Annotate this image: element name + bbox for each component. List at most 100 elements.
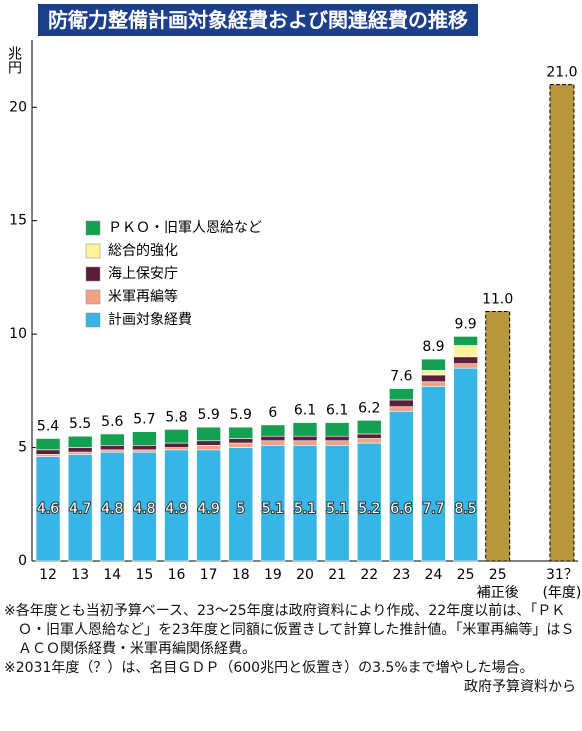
bar-segment <box>356 420 382 435</box>
bar-segment <box>260 435 286 442</box>
bar-segment <box>356 433 382 439</box>
bar-segment <box>421 386 446 562</box>
y-tick-label: 15 <box>9 213 27 229</box>
value-label: 4.6 <box>37 501 59 517</box>
legend-swatch <box>85 243 101 259</box>
x-axis-label: (年度) <box>542 585 581 600</box>
legend-label: 米軍再編等 <box>108 288 178 305</box>
bar-segment <box>99 433 125 446</box>
value-label: 5.2 <box>358 501 380 517</box>
bar-segment <box>389 410 414 562</box>
x-tick-label: 15 <box>135 567 153 583</box>
bar-segment <box>35 438 61 451</box>
bar-segment <box>356 438 382 444</box>
value-label: 5.1 <box>262 501 284 517</box>
total-label: 6.1 <box>294 403 316 419</box>
bar-segment <box>260 424 286 437</box>
note: ※各年度とも当初予算ベース、23～25年度は政府資料により作成、22年度以前は、… <box>4 603 575 657</box>
bar-segment <box>453 363 478 369</box>
source: 政府予算資料から <box>464 679 576 695</box>
bar-segment <box>67 447 93 453</box>
value-label: 8.5 <box>454 501 476 517</box>
x-tick-label: 31？ <box>546 567 578 583</box>
bar-segment <box>196 444 221 451</box>
value-label: 11.0 <box>482 291 513 307</box>
x-tick-label: 12 <box>39 567 57 583</box>
total-label: 5.9 <box>230 407 252 423</box>
legend-label: 海上保安庁 <box>108 266 178 282</box>
bar-segment <box>196 440 221 446</box>
total-label: 5.5 <box>69 416 91 432</box>
bar-segment <box>228 442 254 448</box>
note: ※2031年度（？）は、名目ＧＤＰ（600兆円と仮置き）の3.5%まで増やした場… <box>4 660 534 676</box>
value-label: 6.6 <box>390 501 412 517</box>
legend-label: 総合的強化 <box>108 243 178 259</box>
total-label: 5.8 <box>165 409 187 425</box>
legend-swatch <box>85 266 101 282</box>
total-label: 8.9 <box>422 339 444 355</box>
value-label: 5.1 <box>326 501 348 517</box>
bar-segment <box>453 336 478 346</box>
total-label: 6.2 <box>358 400 380 416</box>
notes: ※各年度とも当初予算ベース、23～25年度は政府資料により作成、22年度以前は、… <box>4 602 576 697</box>
value-label: 4.9 <box>165 501 187 517</box>
bar-segment <box>164 429 189 444</box>
bar-segment <box>67 451 93 455</box>
bar-segment <box>389 406 414 412</box>
bar-segment <box>67 454 93 562</box>
total-label: 5.4 <box>37 418 59 434</box>
legend-label: ＰＫＯ・旧軍人恩給など <box>108 220 262 236</box>
bar-segment <box>196 426 221 442</box>
bar-segment <box>389 388 414 401</box>
bar-segment <box>164 447 189 451</box>
chart: 0 5 10 15 20 兆円 12 4.6 5.4 13 4.7 5.5 14 4.8 5.6 15 4.8 5… <box>6 40 581 600</box>
bar-segment <box>99 444 125 451</box>
legend-swatch <box>85 289 101 305</box>
bar-segment <box>549 84 575 562</box>
bar-segment <box>164 449 189 562</box>
bar-segment <box>132 449 157 453</box>
value-label: 21.0 <box>546 65 577 81</box>
value-label: 7.7 <box>422 501 444 517</box>
y-tick-label: 5 <box>18 440 27 456</box>
bar-segment <box>260 444 286 562</box>
bar-segment <box>260 440 286 446</box>
bar-segment <box>35 456 61 562</box>
bar-segment <box>132 431 157 446</box>
total-label: 5.6 <box>101 414 123 430</box>
bar-segment <box>421 381 446 387</box>
value-label: 4.8 <box>101 501 123 517</box>
x-sublabel: 補正後 <box>477 585 519 600</box>
bar-segment <box>453 356 478 364</box>
total-label: 5.7 <box>133 412 155 428</box>
bar-segment <box>421 358 446 371</box>
bar-segment <box>324 435 350 442</box>
bar-segment <box>324 444 350 562</box>
bar-segment <box>99 449 125 453</box>
bar-segment <box>99 451 125 562</box>
x-tick-label: 13 <box>71 567 89 583</box>
x-tick-label: 17 <box>200 567 218 583</box>
y-tick-label: 20 <box>9 99 27 115</box>
chart-title: 防衛力整備計画対象経費および関連経費の推移 <box>38 4 478 36</box>
total-label: 6.1 <box>326 403 348 419</box>
total-label: 7.6 <box>390 369 412 385</box>
y-axis-label: 兆円 <box>6 46 22 75</box>
bar-segment <box>35 449 61 455</box>
x-tick-label: 25 <box>489 567 507 583</box>
bar-segment <box>292 435 318 442</box>
bar-segment <box>228 447 254 562</box>
bar-segment <box>132 451 157 562</box>
x-tick-label: 24 <box>425 567 443 583</box>
y-tick-label: 10 <box>9 326 27 342</box>
bar-segment <box>453 367 478 562</box>
bar-segment <box>164 442 189 448</box>
value-label: 4.9 <box>198 501 220 517</box>
x-tick-label: 16 <box>168 567 186 583</box>
x-tick-label: 22 <box>360 567 378 583</box>
total-label: 9.9 <box>454 316 476 332</box>
bar-segment <box>453 345 478 358</box>
bar-segment <box>292 440 318 446</box>
value-label: 4.8 <box>133 501 155 517</box>
